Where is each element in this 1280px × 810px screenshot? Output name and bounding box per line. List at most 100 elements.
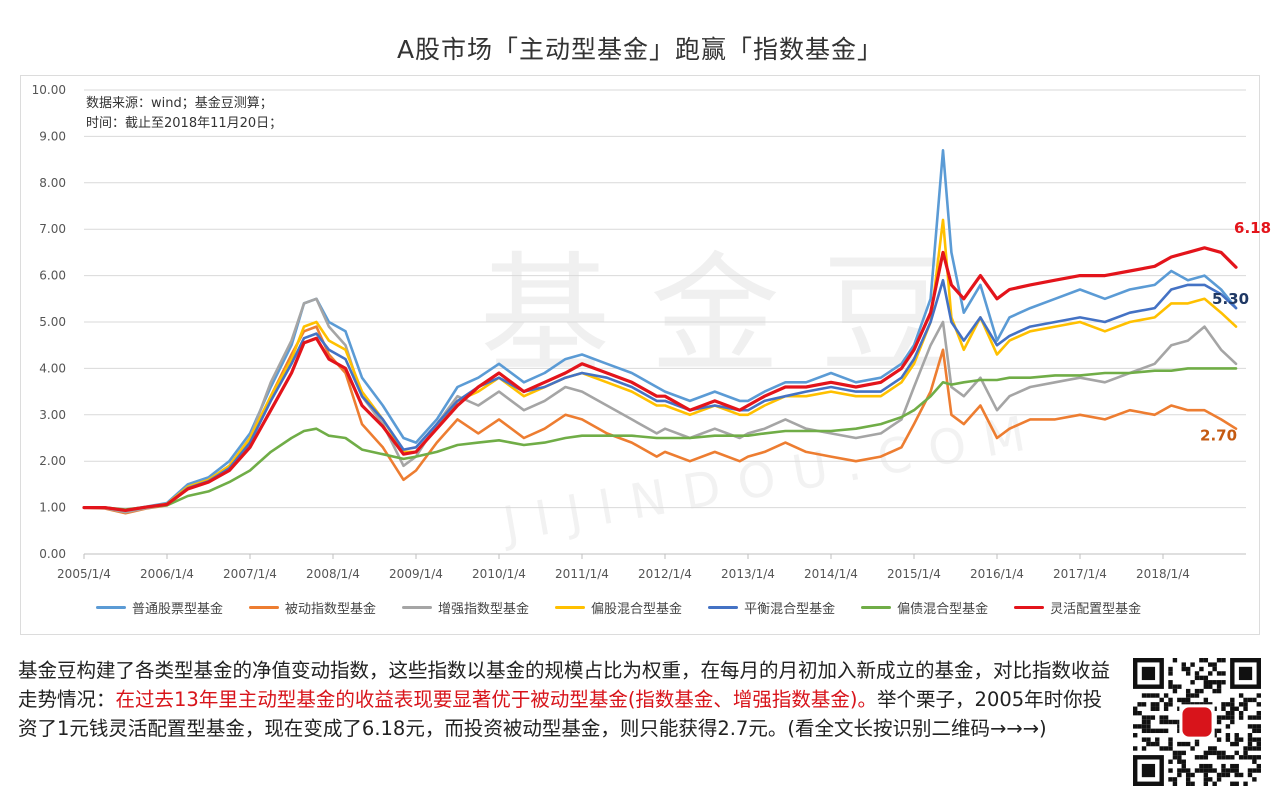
legend-swatch [1014, 605, 1045, 609]
qr-module [1221, 658, 1226, 663]
series-line-6 [82, 246, 1238, 512]
y-tick-label: 0.00 [39, 547, 66, 561]
qr-module [1252, 777, 1257, 782]
qr-module [1212, 768, 1217, 773]
qr-module [1172, 781, 1178, 786]
x-tick-label: 2005/1/4 [57, 567, 111, 581]
qr-module [1155, 737, 1160, 742]
qr-module [1155, 728, 1160, 734]
qr-module [1230, 702, 1235, 707]
qr-module [1172, 658, 1178, 663]
qr-module [1163, 715, 1169, 720]
qr-module [1208, 750, 1213, 756]
qr-module [1230, 741, 1235, 747]
qr-module [1150, 728, 1156, 734]
qr-module [1252, 724, 1257, 729]
qr-module [1212, 662, 1217, 667]
qr-module [1185, 781, 1191, 786]
y-tick-label: 8.00 [39, 176, 66, 190]
qr-module [1177, 741, 1182, 747]
y-tick-label: 9.00 [39, 129, 66, 143]
qr-module [1212, 750, 1217, 756]
qr-module [1203, 772, 1209, 778]
qr-module [1199, 675, 1204, 681]
y-tick-label: 6.00 [39, 269, 66, 283]
qr-module [1212, 688, 1217, 694]
qr-module [1172, 777, 1178, 782]
caption-part1: 基金豆构建了各类型基金的净值变动指数，这些指数以基金的规模占比为权重，在每月的月… [18, 659, 1111, 711]
legend-label: 被动指数型基金 [285, 601, 377, 617]
qr-module [1208, 684, 1213, 689]
qr-module [1238, 772, 1244, 778]
legend-swatch [96, 605, 126, 609]
qr-module [1208, 768, 1213, 773]
series-line-2 [82, 297, 1238, 514]
qr-module [1216, 680, 1222, 685]
qr-module [1185, 688, 1191, 694]
qr-module [1208, 671, 1213, 676]
qr-module [1199, 688, 1204, 694]
qr-module [1168, 666, 1173, 672]
chart-legend: 普通股票型基金 被动指数型基金 增强指数型基金 偏股混合型基金 平衡混合型基金 偏债混合型… [96, 596, 1216, 618]
qr-module [1216, 737, 1222, 742]
qr-module [1216, 719, 1222, 725]
qr-module [1234, 737, 1239, 742]
qr-module [1252, 737, 1257, 742]
qr-module [1172, 684, 1178, 689]
qr-module [1185, 702, 1191, 707]
legend-item: 平衡混合型基金 [708, 598, 835, 617]
qr-module [1168, 741, 1173, 747]
qr-module [1199, 666, 1204, 672]
qr-module [1141, 715, 1147, 720]
y-tick-label: 2.00 [39, 454, 66, 468]
qr-module [1190, 693, 1195, 698]
qr-module [1146, 719, 1151, 725]
qr-module [1203, 781, 1209, 786]
qr-module [1216, 750, 1222, 756]
qr-module [1221, 750, 1226, 756]
qr-module [1177, 684, 1182, 689]
qr-module [1230, 763, 1235, 769]
qr-module [1181, 759, 1186, 764]
qr-logo [1182, 707, 1212, 737]
qr-module [1252, 728, 1257, 734]
qr-module [1256, 746, 1261, 751]
qr-module [1133, 706, 1138, 711]
qr-module [1137, 724, 1142, 729]
qr-module [1172, 750, 1178, 756]
qr-module [1163, 702, 1169, 707]
qr-module [1216, 772, 1222, 778]
qr-module [1203, 777, 1209, 782]
qr-module [1150, 741, 1156, 747]
qr-module [1256, 737, 1261, 742]
qr-module [1181, 741, 1186, 747]
qr-module [1221, 772, 1226, 778]
qr-module [1216, 728, 1222, 734]
qr-module [1238, 702, 1244, 707]
qr-module [1252, 715, 1257, 720]
qr-module [1243, 702, 1248, 707]
qr-module [1181, 662, 1186, 667]
qr-module [1230, 697, 1235, 703]
line-chart: 0.00 1.00 2.00 3.00 4.00 5.00 6.00 7.00 8.00 9.00… [32, 83, 1271, 581]
qr-module [1256, 693, 1261, 698]
y-tick-label: 1.00 [39, 501, 66, 515]
qr-module [1234, 706, 1239, 711]
legend-item: 被动指数型基金 [249, 598, 376, 617]
qr-module [1238, 693, 1244, 698]
qr-module [1141, 719, 1147, 725]
qr-code-icon[interactable] [1133, 658, 1261, 786]
legend-swatch [249, 605, 280, 609]
legend-label: 普通股票型基金 [132, 601, 224, 617]
qr-module [1212, 680, 1217, 685]
qr-module [1256, 763, 1261, 769]
qr-module [1194, 768, 1200, 773]
qr-module [1141, 746, 1147, 751]
qr-module [1216, 658, 1222, 663]
qr-module [1137, 710, 1142, 716]
qr-module [1185, 671, 1191, 676]
qr-module [1208, 763, 1213, 769]
legend-label: 增强指数型基金 [438, 601, 530, 617]
qr-module [1208, 680, 1213, 685]
qr-module [1221, 671, 1226, 676]
